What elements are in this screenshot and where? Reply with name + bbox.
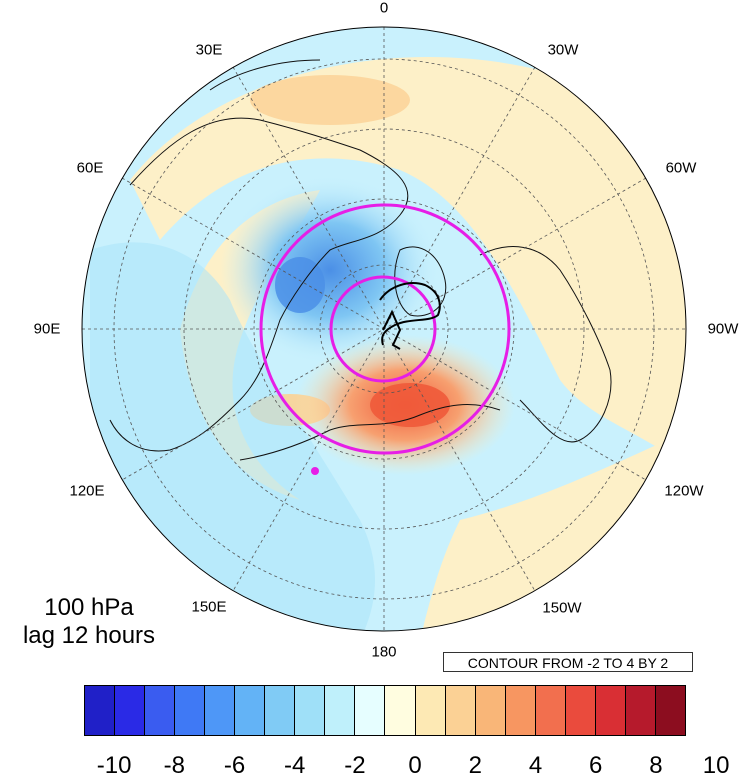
lon-label-90e: 90E <box>33 320 61 338</box>
trajectory-loop <box>379 282 441 346</box>
colorbar-box <box>625 686 656 735</box>
greenland-coast <box>394 246 447 317</box>
lon-label-120e: 120E <box>69 482 105 500</box>
colorbar-tick-label: 0 <box>408 752 422 779</box>
colorbar-box <box>385 686 416 735</box>
trajectory-tail <box>382 309 402 350</box>
lon-label-180: 180 <box>371 643 397 661</box>
lon-label-90w: 90W <box>707 320 739 338</box>
lon-label-30w: 30W <box>547 41 579 59</box>
colorbar-box <box>145 686 176 735</box>
lon-label-150e: 150E <box>191 598 227 616</box>
eurasia-coast <box>109 117 409 452</box>
colorbar-box <box>475 686 506 735</box>
colorbar-box <box>505 686 536 735</box>
colorbar-tick-label: -2 <box>344 752 366 779</box>
trajectory <box>379 282 441 350</box>
colorbar-tick-label: -6 <box>223 752 246 779</box>
colorbar-tick-label: 8 <box>649 752 663 779</box>
lon-label-120w: 120W <box>664 482 704 500</box>
colorbar-tick-label: 10 <box>702 752 730 779</box>
lon-label-60w: 60W <box>665 159 697 177</box>
colorbar-tick-label: -4 <box>284 752 306 779</box>
level-label: 100 hPa <box>44 594 134 621</box>
lon-label-0: 0 <box>379 0 389 17</box>
lon-label-150w: 150W <box>542 599 582 617</box>
siberia-coast <box>239 404 501 461</box>
colorbar-box <box>175 686 206 735</box>
negative-core <box>275 257 325 313</box>
colorbar-box <box>415 686 446 735</box>
colorbar-box <box>655 686 685 735</box>
lon-label-60e: 60E <box>76 159 104 177</box>
lon-label-30e: 30E <box>195 41 223 59</box>
negative-anomaly <box>220 175 440 365</box>
colorbar-box <box>295 686 326 735</box>
europe-coast <box>209 59 321 91</box>
warm-band-north <box>130 57 686 470</box>
map-boundary <box>81 26 687 632</box>
colorbar-box <box>115 686 146 735</box>
contour-info-box: CONTOUR FROM -2 TO 4 BY 2 <box>443 652 693 672</box>
inner-magenta-circle <box>329 275 437 383</box>
outer-magenta-circle <box>259 203 511 455</box>
colorbar-box <box>565 686 596 735</box>
colorbar-tick-label: 4 <box>528 752 543 779</box>
warm-patch-europe <box>250 75 410 125</box>
colorbar-box <box>595 686 626 735</box>
colorbar-box <box>85 686 116 735</box>
north-america-coast <box>479 246 612 443</box>
coastlines <box>109 59 612 461</box>
colorbar-box <box>445 686 476 735</box>
colorbar-box <box>265 686 296 735</box>
positive-core <box>370 383 450 427</box>
colorbar-box <box>325 686 356 735</box>
colorbar-box <box>205 686 236 735</box>
location-marker <box>311 467 319 475</box>
lag-label: lag 12 hours <box>22 622 156 649</box>
colorbar-tick-label: -8 <box>163 752 185 779</box>
colorbar-box <box>235 686 266 735</box>
colorbar-tick-label: -10 <box>96 752 132 779</box>
colorbar <box>84 685 686 736</box>
colorbar-tick-label: 6 <box>589 752 603 779</box>
colorbar-box <box>535 686 566 735</box>
colorbar-box <box>355 686 386 735</box>
colorbar-tick-label: 2 <box>468 752 482 779</box>
